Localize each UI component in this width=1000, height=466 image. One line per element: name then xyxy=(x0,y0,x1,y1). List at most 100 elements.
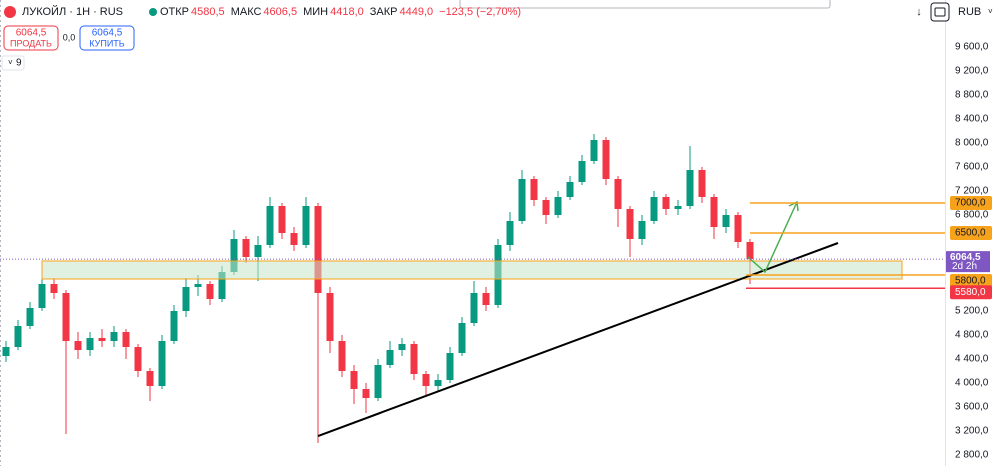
market-status xyxy=(149,8,157,16)
price-change: −123,5 (−2,70%) xyxy=(439,6,521,18)
candle-body xyxy=(302,205,310,246)
y-tick-label: 2 800,0 xyxy=(955,450,989,461)
sell-price: 6064,5 xyxy=(16,28,47,39)
candle-body xyxy=(2,347,10,357)
countdown: 2d 2h xyxy=(952,261,977,272)
level-label-box xyxy=(950,274,992,289)
candle-body xyxy=(446,353,454,381)
candle-body xyxy=(374,365,382,399)
y-tick-label: 9 200,0 xyxy=(955,66,989,77)
y-tick-label: 7 600,0 xyxy=(955,162,989,173)
level-label-box xyxy=(950,195,992,210)
forecast-arrow xyxy=(747,201,798,274)
y-tick-label: 8 800,0 xyxy=(955,90,989,101)
candle-body xyxy=(242,239,250,258)
last-price-box xyxy=(946,251,990,273)
candle-body xyxy=(650,196,658,221)
candle-body xyxy=(614,178,622,209)
candle-body xyxy=(542,199,550,215)
candle-body xyxy=(398,344,406,351)
support-zone xyxy=(41,260,903,280)
currency[interactable]: RUB xyxy=(958,6,981,18)
y-tick-label: 5 200,0 xyxy=(955,306,989,317)
y-tick-label: 9 600,0 xyxy=(955,42,989,53)
candle-body xyxy=(50,284,58,294)
candle-body xyxy=(62,293,70,342)
stat-value: 4606,5 xyxy=(263,6,297,18)
last-price-label: 6064,5 xyxy=(950,252,981,263)
candle-body xyxy=(26,308,34,327)
level-label: 7000,0 xyxy=(955,198,986,209)
candle-body xyxy=(182,287,190,312)
y-tick-label: 4 800,0 xyxy=(955,330,989,341)
candle-body xyxy=(290,233,298,246)
candle-body xyxy=(434,380,442,387)
y-tick-label: 8 000,0 xyxy=(955,138,989,149)
level-label: 6500,0 xyxy=(955,228,986,239)
stat-label: МИН xyxy=(303,6,328,18)
candle-body xyxy=(422,374,430,387)
sell-label: ПРОДАТЬ xyxy=(10,38,52,48)
buy-price: 6064,5 xyxy=(92,28,123,39)
candle-body xyxy=(746,242,754,260)
candle-body xyxy=(98,338,106,342)
buy-button[interactable]: 6064,5 КУПИТЬ xyxy=(79,25,135,51)
camera-icon xyxy=(934,7,946,17)
y-tick-label: 7 200,0 xyxy=(955,186,989,197)
candle-body xyxy=(566,181,574,197)
candle-body xyxy=(218,272,226,300)
y-tick-label: 3 200,0 xyxy=(955,426,989,437)
chevron: ˅ xyxy=(8,58,13,67)
y-tick-label: 3 600,0 xyxy=(955,402,989,413)
candle-body xyxy=(146,371,154,387)
y-tick-label: 4 400,0 xyxy=(955,354,989,365)
candle-body xyxy=(686,169,694,206)
level-label-box xyxy=(950,285,992,300)
stat-value: 4418,0 xyxy=(330,6,364,18)
price-axis: 9 600,0 9 200,0 8 800,0 8 400,0 8 000,0 7 600… xyxy=(946,42,992,461)
candle-body xyxy=(458,323,466,354)
symbol-logo xyxy=(4,6,16,18)
candle-body xyxy=(206,284,214,300)
candle-body xyxy=(74,341,82,351)
candle-body xyxy=(230,239,238,273)
plot-area xyxy=(2,133,754,444)
candle-body xyxy=(638,220,646,240)
spread: 0,0 xyxy=(63,32,76,42)
stat-label: ОТКР xyxy=(160,6,189,18)
buy-label: КУПИТЬ xyxy=(89,38,124,48)
currency-chevron: ˅ xyxy=(988,7,993,16)
stat-value: 4449,0 xyxy=(399,6,433,18)
candle-body xyxy=(626,208,634,240)
candle-body xyxy=(350,371,358,390)
sell-button[interactable]: 6064,5 ПРОДАТЬ xyxy=(3,25,59,51)
candle-body xyxy=(734,214,742,243)
candle-body xyxy=(362,389,370,399)
dropdown-panel[interactable] xyxy=(459,0,831,9)
buy-box[interactable] xyxy=(79,25,135,51)
y-tick-label: 4 000,0 xyxy=(955,378,989,389)
level-label: 5800,0 xyxy=(955,276,986,287)
candle-body xyxy=(386,350,394,366)
candle-body xyxy=(506,220,514,246)
candle-body xyxy=(86,338,94,351)
candle-body xyxy=(674,205,682,209)
candle-body xyxy=(470,293,478,324)
candle-body xyxy=(602,139,610,179)
indicators-box[interactable] xyxy=(1,55,25,71)
stat-label: ЗАКР xyxy=(370,6,398,18)
candle-body xyxy=(170,311,178,342)
stat-label: МАКС xyxy=(231,6,262,18)
level-label-box xyxy=(950,226,992,240)
camera-button[interactable] xyxy=(930,2,950,22)
candle-body xyxy=(326,293,334,342)
candle-body xyxy=(122,332,130,348)
candle-body xyxy=(722,214,730,227)
candle-body xyxy=(14,326,22,348)
indicators-toggle[interactable]: ˅ 9 xyxy=(1,55,25,71)
sell-box[interactable] xyxy=(3,25,59,51)
candle-body xyxy=(254,245,262,258)
candle-body xyxy=(410,344,418,375)
download-icon[interactable]: ↓ xyxy=(916,6,922,18)
